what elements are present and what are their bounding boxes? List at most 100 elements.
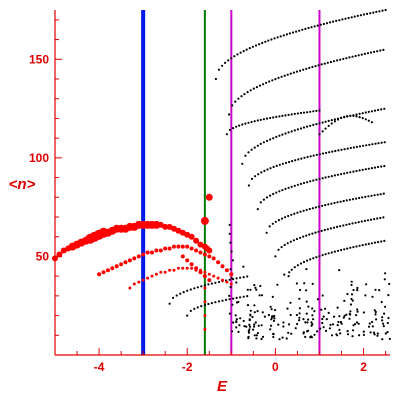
black-point <box>350 293 354 296</box>
red-point <box>180 254 185 259</box>
black-point <box>304 321 307 324</box>
black-point <box>295 70 299 73</box>
black-point <box>242 276 245 279</box>
black-point <box>242 295 245 298</box>
black-point <box>280 75 283 78</box>
black-point <box>327 175 330 178</box>
black-point <box>179 292 182 295</box>
black-point <box>305 67 308 70</box>
black-point <box>299 262 303 265</box>
red-point <box>189 262 194 267</box>
black-point <box>370 121 373 124</box>
black-point <box>196 306 199 309</box>
black-point <box>374 313 377 316</box>
black-point <box>379 193 382 196</box>
black-point <box>377 108 380 112</box>
black-point <box>382 216 385 219</box>
black-point <box>299 210 302 213</box>
black-point <box>333 174 336 177</box>
black-point <box>210 302 213 305</box>
black-point <box>305 300 308 303</box>
black-point <box>235 277 238 280</box>
black-point <box>224 61 227 64</box>
black-point <box>361 196 364 199</box>
black-point <box>306 155 309 159</box>
black-point <box>287 186 290 189</box>
red-point <box>154 272 158 276</box>
black-point <box>383 239 386 242</box>
black-point <box>285 33 288 36</box>
black-point <box>287 323 291 326</box>
x-tick-label: -2 <box>182 360 193 374</box>
black-point <box>330 251 333 254</box>
black-point <box>336 225 339 228</box>
black-point <box>229 268 232 271</box>
black-point <box>377 142 380 145</box>
black-point <box>270 308 273 311</box>
black-point <box>374 310 377 314</box>
black-point <box>369 218 373 221</box>
black-point <box>308 66 311 69</box>
black-point <box>374 288 377 291</box>
black-point <box>373 194 376 197</box>
black-point <box>299 127 303 130</box>
black-point <box>342 224 345 227</box>
black-point <box>299 182 303 185</box>
red-point <box>119 262 124 267</box>
black-point <box>354 54 357 58</box>
black-point <box>340 173 343 176</box>
black-point <box>295 30 298 33</box>
black-point <box>326 61 329 64</box>
black-point <box>373 109 377 112</box>
black-point <box>349 246 352 249</box>
black-point <box>320 308 323 311</box>
black-point <box>358 244 361 247</box>
red-point <box>221 278 224 282</box>
black-point <box>325 151 328 154</box>
black-point <box>253 120 256 123</box>
black-point <box>299 69 302 72</box>
black-point <box>261 41 264 45</box>
black-point <box>250 148 253 151</box>
black-point <box>266 168 269 171</box>
red-point <box>203 270 207 274</box>
black-point <box>360 53 363 56</box>
black-point <box>258 84 262 87</box>
black-point <box>297 158 300 161</box>
black-point <box>246 304 250 307</box>
black-point <box>228 312 231 315</box>
black-point <box>273 37 276 40</box>
black-point <box>284 216 287 219</box>
black-point <box>378 10 381 13</box>
red-point <box>189 246 194 251</box>
black-point <box>260 324 263 327</box>
red-point <box>229 282 233 286</box>
black-point <box>168 302 171 305</box>
black-point <box>247 184 250 187</box>
black-point <box>338 328 341 331</box>
black-point <box>279 35 282 38</box>
black-point <box>330 175 333 178</box>
black-point <box>249 309 252 312</box>
black-point <box>337 149 340 152</box>
black-point <box>228 294 231 297</box>
black-point <box>257 173 260 176</box>
black-point <box>256 119 259 122</box>
black-point <box>262 83 265 86</box>
black-point <box>312 110 315 113</box>
black-point <box>329 60 332 64</box>
red-point <box>216 276 220 280</box>
black-point <box>315 153 318 156</box>
black-point <box>275 164 278 167</box>
black-point <box>379 49 382 52</box>
black-point <box>265 196 269 199</box>
black-point <box>307 305 310 308</box>
black-point <box>203 284 206 287</box>
black-point <box>286 73 289 76</box>
black-point <box>358 196 361 200</box>
black-point <box>355 245 358 248</box>
black-point <box>349 114 352 117</box>
black-point <box>276 36 279 39</box>
black-point <box>349 171 352 174</box>
